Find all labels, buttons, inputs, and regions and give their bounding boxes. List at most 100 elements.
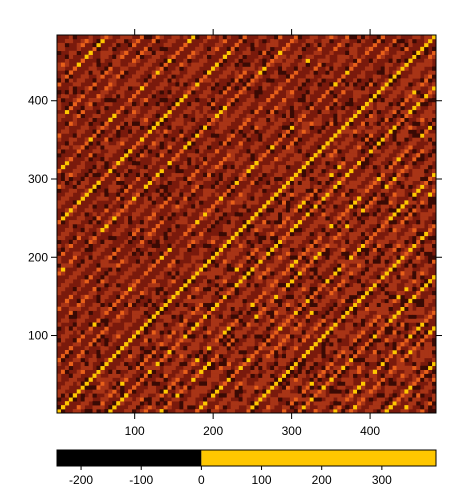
heatmap-cell xyxy=(183,369,188,374)
heatmap-cell xyxy=(199,247,204,252)
heatmap-cell xyxy=(297,275,303,280)
heatmap-cell xyxy=(270,58,275,63)
heatmap-cell xyxy=(210,306,216,311)
heatmap-cell xyxy=(396,74,401,79)
heatmap-cell xyxy=(214,235,220,241)
heatmap-cell xyxy=(416,35,421,40)
heatmap-cell xyxy=(171,204,176,209)
heatmap-cell xyxy=(226,283,232,288)
heatmap-cell xyxy=(222,330,228,335)
heatmap-cell xyxy=(76,184,81,189)
heatmap-cell xyxy=(353,267,358,272)
heatmap-cell xyxy=(132,314,137,319)
heatmap-cell xyxy=(337,216,342,221)
heatmap-cell xyxy=(357,302,362,307)
heatmap-cell xyxy=(96,409,101,414)
heatmap-cell xyxy=(250,334,255,339)
heatmap-cell xyxy=(270,381,275,386)
heatmap-cell xyxy=(424,247,429,252)
heatmap-cell xyxy=(360,86,366,91)
heatmap-cell xyxy=(368,397,374,402)
heatmap-cell xyxy=(360,121,366,126)
heatmap-cell xyxy=(270,401,275,406)
heatmap-cell xyxy=(171,54,176,59)
heatmap-cell xyxy=(278,200,283,205)
heatmap-cell xyxy=(222,172,228,178)
heatmap-cell xyxy=(143,153,149,158)
heatmap-cell xyxy=(424,350,429,355)
heatmap-cell xyxy=(353,113,358,118)
heatmap-cell xyxy=(262,393,267,398)
heatmap-cell xyxy=(384,294,389,300)
heatmap-cell xyxy=(400,129,405,134)
heatmap-cell xyxy=(392,129,397,134)
heatmap-cell xyxy=(282,196,287,201)
heatmap-cell xyxy=(404,306,409,311)
heatmap-cell xyxy=(364,373,370,378)
heatmap-cell xyxy=(360,243,366,248)
heatmap-cell xyxy=(412,105,417,111)
heatmap-cell xyxy=(360,172,366,178)
heatmap-cell xyxy=(360,90,366,95)
heatmap-cell xyxy=(372,243,378,248)
heatmap-cell xyxy=(345,141,350,146)
heatmap-cell xyxy=(349,275,354,280)
heatmap-cell xyxy=(207,78,212,83)
heatmap-cell xyxy=(68,78,74,83)
heatmap-cell xyxy=(396,90,401,95)
heatmap-cell xyxy=(357,263,362,268)
heatmap-cell xyxy=(175,224,180,229)
heatmap-cell xyxy=(210,290,216,296)
heatmap-cell xyxy=(104,172,109,178)
heatmap-cell xyxy=(412,94,417,99)
heatmap-cell xyxy=(108,235,113,241)
heatmap-cell xyxy=(191,204,196,209)
heatmap-cell xyxy=(416,251,421,256)
heatmap-cell xyxy=(132,129,137,134)
heatmap-cell xyxy=(199,235,204,241)
heatmap-cell xyxy=(364,172,370,178)
heatmap-cell xyxy=(96,405,101,410)
heatmap-cell xyxy=(372,318,378,323)
heatmap-cell xyxy=(151,227,156,233)
heatmap-cell xyxy=(230,62,235,67)
heatmap-cell xyxy=(353,385,358,390)
heatmap-cell xyxy=(360,247,366,252)
heatmap-cell xyxy=(214,283,220,288)
heatmap-cell xyxy=(64,157,70,162)
heatmap-cell xyxy=(159,239,164,244)
heatmap-cell xyxy=(120,50,125,55)
heatmap-cell xyxy=(372,279,378,284)
heatmap-cell xyxy=(108,373,113,378)
heatmap-cell xyxy=(345,224,350,229)
heatmap-cell xyxy=(254,350,259,355)
heatmap-cell xyxy=(317,46,322,52)
heatmap-cell xyxy=(214,409,220,414)
heatmap-cell xyxy=(266,405,271,410)
heatmap-cell xyxy=(278,133,283,138)
heatmap-cell xyxy=(207,361,212,367)
heatmap-cell xyxy=(242,208,247,213)
heatmap-cell xyxy=(222,192,228,197)
heatmap-cell xyxy=(309,172,314,178)
heatmap-cell xyxy=(80,176,85,181)
heatmap-cell xyxy=(380,38,385,44)
heatmap-cell xyxy=(258,137,263,142)
heatmap-cell xyxy=(230,98,235,103)
heatmap-cell xyxy=(203,405,208,410)
heatmap-cell xyxy=(408,196,413,201)
heatmap-cell xyxy=(357,389,362,394)
heatmap-cell xyxy=(230,267,235,272)
heatmap-cell xyxy=(376,212,382,217)
heatmap-cell xyxy=(404,302,409,307)
heatmap-cell xyxy=(171,393,176,398)
heatmap-cell xyxy=(191,290,196,296)
heatmap-cell xyxy=(76,220,81,225)
heatmap-cell xyxy=(155,275,160,280)
heatmap-cell xyxy=(242,70,247,75)
heatmap-cell xyxy=(124,239,129,244)
heatmap-cell xyxy=(345,172,350,178)
heatmap-cell xyxy=(364,287,370,292)
heatmap-cell xyxy=(357,365,362,370)
